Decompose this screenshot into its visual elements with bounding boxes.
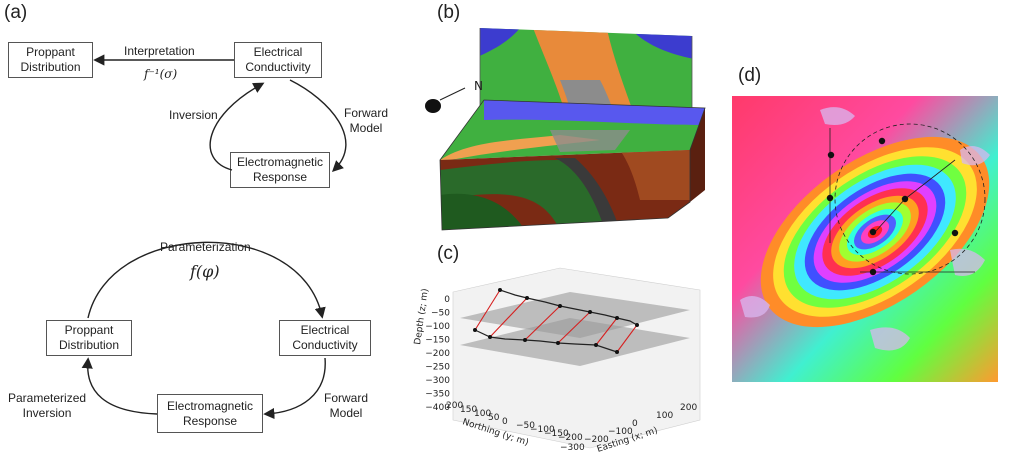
x-tick-label: −200 [584, 435, 609, 445]
parameterized-inversion-label: Parameterized Inversion [8, 391, 87, 420]
z-tick-label: −250 [425, 363, 450, 373]
z-tick-label: −50 [431, 309, 450, 319]
lower-plane [460, 318, 690, 366]
y-tick-label: −150 [544, 429, 569, 439]
param-inversion-arrow [81, 357, 158, 415]
bottom-proppant-box: Proppant Distribution [46, 320, 132, 356]
z-tick-label: −400 [425, 403, 450, 413]
interpretation-label: Interpretation [124, 44, 195, 58]
trace-points [473, 288, 639, 354]
block-front-face [440, 150, 690, 230]
panel-label-b: (b) [437, 2, 461, 23]
top-conductivity-box: Electrical Conductivity [234, 42, 322, 78]
x-tick-label: 100 [656, 411, 673, 421]
bottom-forward-arrow [263, 357, 326, 420]
inversion-label: Inversion [169, 108, 218, 122]
z-tick-label: −100 [425, 322, 450, 332]
panel-label-c: (c) [437, 243, 460, 264]
inversion-arrow [209, 82, 265, 171]
bottom-conductivity-box: Electrical Conductivity [279, 320, 371, 356]
panel-label-a: (a) [4, 2, 28, 23]
north-label: N [474, 79, 483, 93]
y-tick-label: 100 [474, 409, 491, 419]
bottom-em-response-box: Electromagnetic Response [157, 394, 263, 433]
survey-geometry [829, 123, 986, 275]
y-tick-label: 50 [488, 413, 500, 423]
y-tick-label: −50 [516, 421, 535, 431]
y-tick-label: 150 [460, 405, 477, 415]
bottom-forward-label: Forward Model [324, 391, 369, 420]
inverse-function-label: f⁻¹(σ) [144, 67, 178, 81]
z-tick-label: 0 [444, 295, 450, 305]
y-tick-label: −200 [558, 433, 583, 443]
forward-function-label: f(φ) [190, 262, 220, 281]
phase-map [732, 96, 998, 382]
z-tick-label: −300 [425, 376, 450, 386]
parameterization-arrow [87, 241, 326, 319]
north-marker-dot [425, 99, 441, 113]
top-em-response-box: Electromagnetic Response [230, 152, 330, 188]
z-tick-label: −200 [425, 349, 450, 359]
z-tick-label: −350 [425, 390, 450, 400]
z-tick-labels: 0 −50 −100 −150 −200 −250 −300 −350 −400 [425, 295, 450, 413]
top-proppant-box: Proppant Distribution [8, 42, 93, 78]
upper-plane [460, 292, 690, 338]
y-tick-label: 0 [502, 417, 508, 427]
upper-trace [499, 289, 638, 326]
z-tick-label: −150 [425, 336, 450, 346]
y-tick-label: 200 [446, 401, 463, 411]
survey-points [826, 137, 959, 276]
top-forward-label: Forward Model [344, 106, 389, 135]
x-tick-label: −100 [608, 427, 633, 437]
top-forward-arrow [289, 79, 347, 172]
connector-lines [474, 289, 638, 353]
x-tick-label: 200 [680, 403, 697, 413]
lower-trace [474, 329, 618, 353]
y-tick-label: −100 [530, 425, 555, 435]
x-tick-label: 0 [632, 419, 638, 429]
panel-label-d: (d) [738, 65, 762, 86]
x-tick-label: −300 [560, 443, 585, 453]
